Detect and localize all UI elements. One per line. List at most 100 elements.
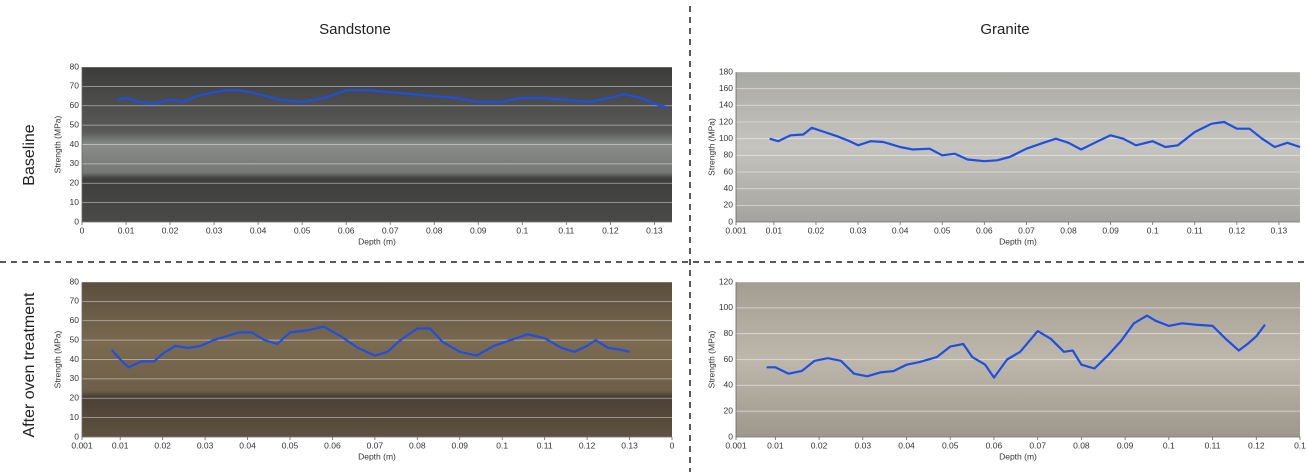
y-axis-label: Strength (MPa) xyxy=(706,331,716,389)
y-tick-label: 20 xyxy=(724,405,734,415)
x-tick-label: 0.09 xyxy=(1102,225,1119,235)
row-label: After oven treatment xyxy=(21,292,38,438)
y-tick-label: 0 xyxy=(728,431,733,441)
y-tick-label: 160 xyxy=(719,83,733,93)
x-tick-label: 0.01 xyxy=(766,225,783,235)
data-line xyxy=(766,314,1266,379)
x-tick-label: 0.01 xyxy=(118,225,135,235)
x-tick-label: 0.12 xyxy=(602,225,619,235)
x-tick-label: 0.12 xyxy=(579,440,596,450)
x-tick-label: 0.03 xyxy=(206,225,223,235)
x-tick-label: 0.08 xyxy=(1060,225,1077,235)
x-tick-label: 0.12 xyxy=(1248,440,1265,450)
x-tick-label: 0.01 xyxy=(112,440,129,450)
y-tick-label: 70 xyxy=(70,81,80,91)
y-tick-label: 30 xyxy=(70,373,80,383)
x-tick-label: 0.1 xyxy=(516,225,528,235)
plot-background xyxy=(736,72,1300,222)
y-axis-label: Strength (MPa) xyxy=(52,331,62,389)
y-tick-label: 80 xyxy=(724,150,734,160)
row-label: Baseline xyxy=(21,124,38,185)
y-tick-label: 100 xyxy=(719,302,733,312)
y-tick-label: 40 xyxy=(724,183,734,193)
y-tick-label: 80 xyxy=(724,328,734,338)
column-header: Granite xyxy=(980,21,1029,38)
x-tick-label: 0.02 xyxy=(808,225,825,235)
x-tick-label: 0.01 xyxy=(767,440,784,450)
y-tick-label: 0 xyxy=(74,431,79,441)
x-tick-label: 0.09 xyxy=(470,225,487,235)
x-tick-label: 0.09 xyxy=(451,440,468,450)
y-tick-label: 60 xyxy=(70,315,80,325)
y-tick-label: 20 xyxy=(70,178,80,188)
x-tick-label: 0.13 xyxy=(621,440,638,450)
x-tick-label: 0.1 xyxy=(1147,225,1159,235)
y-tick-label: 70 xyxy=(70,296,80,306)
x-tick-label: 0.13 xyxy=(646,225,663,235)
x-tick-label: 0.06 xyxy=(986,440,1003,450)
x-axis-label: Depth (m) xyxy=(999,451,1037,461)
y-tick-label: 30 xyxy=(70,158,80,168)
x-tick-label: 0.11 xyxy=(558,225,574,235)
y-tick-label: 60 xyxy=(70,100,80,110)
y-tick-label: 120 xyxy=(719,276,733,286)
y-tick-label: 80 xyxy=(70,61,80,71)
y-tick-label: 40 xyxy=(70,139,80,149)
x-tick-label: 0.1 xyxy=(1163,440,1175,450)
x-tick-label: 0.02 xyxy=(154,440,171,450)
column-header: Sandstone xyxy=(319,21,391,38)
y-axis-label: Strength (MPa) xyxy=(52,116,62,174)
x-tick-label: 0.11 xyxy=(1205,440,1221,450)
x-axis-label: Depth (m) xyxy=(358,236,396,246)
x-tick-label: 0.06 xyxy=(338,225,355,235)
x-tick-label: 0.001 xyxy=(71,440,93,450)
y-tick-label: 10 xyxy=(70,412,80,422)
x-tick-label: 0.13 xyxy=(1271,225,1288,235)
y-tick-label: 60 xyxy=(724,354,734,364)
x-tick-label: 0.06 xyxy=(976,225,993,235)
y-tick-label: 20 xyxy=(724,200,734,210)
y-tick-label: 80 xyxy=(70,276,80,286)
x-tick-label: 0.03 xyxy=(197,440,214,450)
x-tick-label: 0.09 xyxy=(1117,440,1134,450)
x-tick-label: 0 xyxy=(670,440,675,450)
x-tick-label: 0.1 xyxy=(496,440,508,450)
x-tick-label: 0.02 xyxy=(162,225,179,235)
x-tick-label: 0.1 xyxy=(1294,440,1306,450)
x-tick-label: 0.08 xyxy=(1073,440,1090,450)
x-tick-label: 0.07 xyxy=(382,225,399,235)
x-tick-label: 0.03 xyxy=(850,225,867,235)
y-tick-label: 100 xyxy=(719,133,733,143)
x-tick-label: 0.001 xyxy=(725,225,747,235)
y-tick-label: 0 xyxy=(74,216,79,226)
x-tick-label: 0.11 xyxy=(537,440,553,450)
x-tick-label: 0.11 xyxy=(1187,225,1203,235)
y-tick-label: 60 xyxy=(724,166,734,176)
x-tick-label: 0.12 xyxy=(1229,225,1246,235)
y-tick-label: 40 xyxy=(70,354,80,364)
data-line xyxy=(110,325,630,369)
y-tick-label: 140 xyxy=(719,100,733,110)
x-tick-label: 0.04 xyxy=(892,225,909,235)
y-tick-label: 0 xyxy=(728,216,733,226)
data-line xyxy=(116,89,668,109)
data-line xyxy=(769,120,1301,163)
x-axis-label: Depth (m) xyxy=(999,236,1037,246)
x-tick-label: 0.04 xyxy=(250,225,267,235)
x-tick-label: 0.05 xyxy=(282,440,299,450)
x-tick-label: 0.07 xyxy=(1018,225,1035,235)
y-tick-label: 50 xyxy=(70,119,80,129)
x-tick-label: 0.07 xyxy=(367,440,384,450)
x-tick-label: 0.08 xyxy=(426,225,443,235)
x-tick-label: 0.05 xyxy=(294,225,311,235)
y-tick-label: 50 xyxy=(70,334,80,344)
x-tick-label: 0.03 xyxy=(855,440,872,450)
y-tick-label: 40 xyxy=(724,380,734,390)
x-axis-label: Depth (m) xyxy=(358,451,396,461)
x-tick-label: 0.07 xyxy=(1029,440,1046,450)
x-tick-label: 0.04 xyxy=(239,440,256,450)
x-tick-label: 0.001 xyxy=(725,440,747,450)
y-tick-label: 180 xyxy=(719,66,733,76)
y-tick-label: 10 xyxy=(70,197,80,207)
